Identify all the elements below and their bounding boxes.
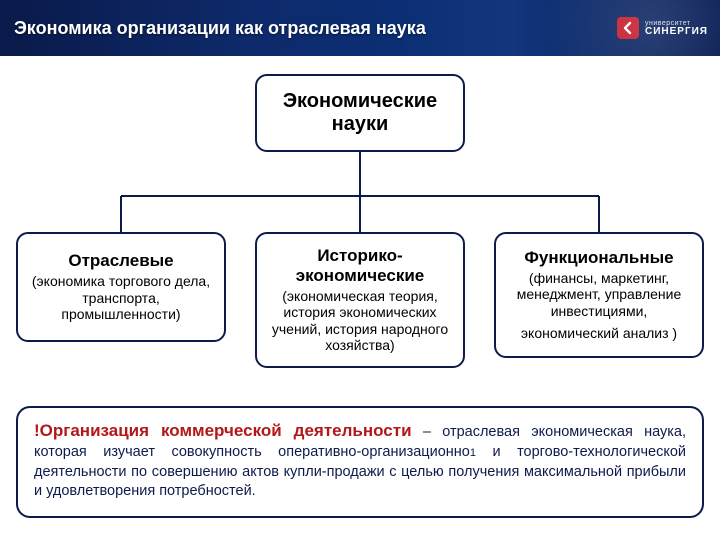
page-title: Экономика организации как отраслевая нау…: [14, 18, 426, 39]
node-root: Экономические науки: [255, 74, 465, 152]
page-header: Экономика организации как отраслевая нау…: [0, 0, 720, 56]
node-title: Отраслевые: [28, 251, 214, 271]
brand: университет СИНЕРГИЯ: [617, 17, 708, 39]
node-root-title: Экономические науки: [267, 90, 453, 136]
node-title: Историко-экономические: [267, 246, 453, 285]
node-desc-2: экономический анализ ): [506, 325, 692, 342]
footnote-dash-char: –: [423, 424, 431, 440]
footnote-box: !Организация коммерческой деятельности –…: [16, 406, 704, 518]
node-desc: (финансы, маркетинг, менеджмент, управле…: [506, 270, 692, 320]
brand-logo: [617, 17, 639, 39]
diagram-canvas: Экономические науки Отраслевые (экономик…: [0, 56, 720, 540]
brand-bottom: СИНЕРГИЯ: [645, 27, 708, 37]
node-desc: (экономическая теория, история экономиче…: [267, 288, 453, 354]
brand-text: университет СИНЕРГИЯ: [645, 20, 708, 37]
brand-top: университет: [645, 20, 708, 27]
node-branch-3: Функциональные (финансы, маркетинг, мене…: [494, 232, 704, 358]
node-branch-1: Отраслевые (экономика торгового дела, тр…: [16, 232, 226, 342]
node-title: Функциональные: [506, 248, 692, 268]
node-branch-2: Историко-экономические (экономическая те…: [255, 232, 465, 368]
footnote-lead: !Организация коммерческой деятельности: [34, 421, 412, 440]
chevron-left-icon: [621, 21, 635, 35]
node-desc: (экономика торгового дела, транспорта, п…: [28, 273, 214, 323]
